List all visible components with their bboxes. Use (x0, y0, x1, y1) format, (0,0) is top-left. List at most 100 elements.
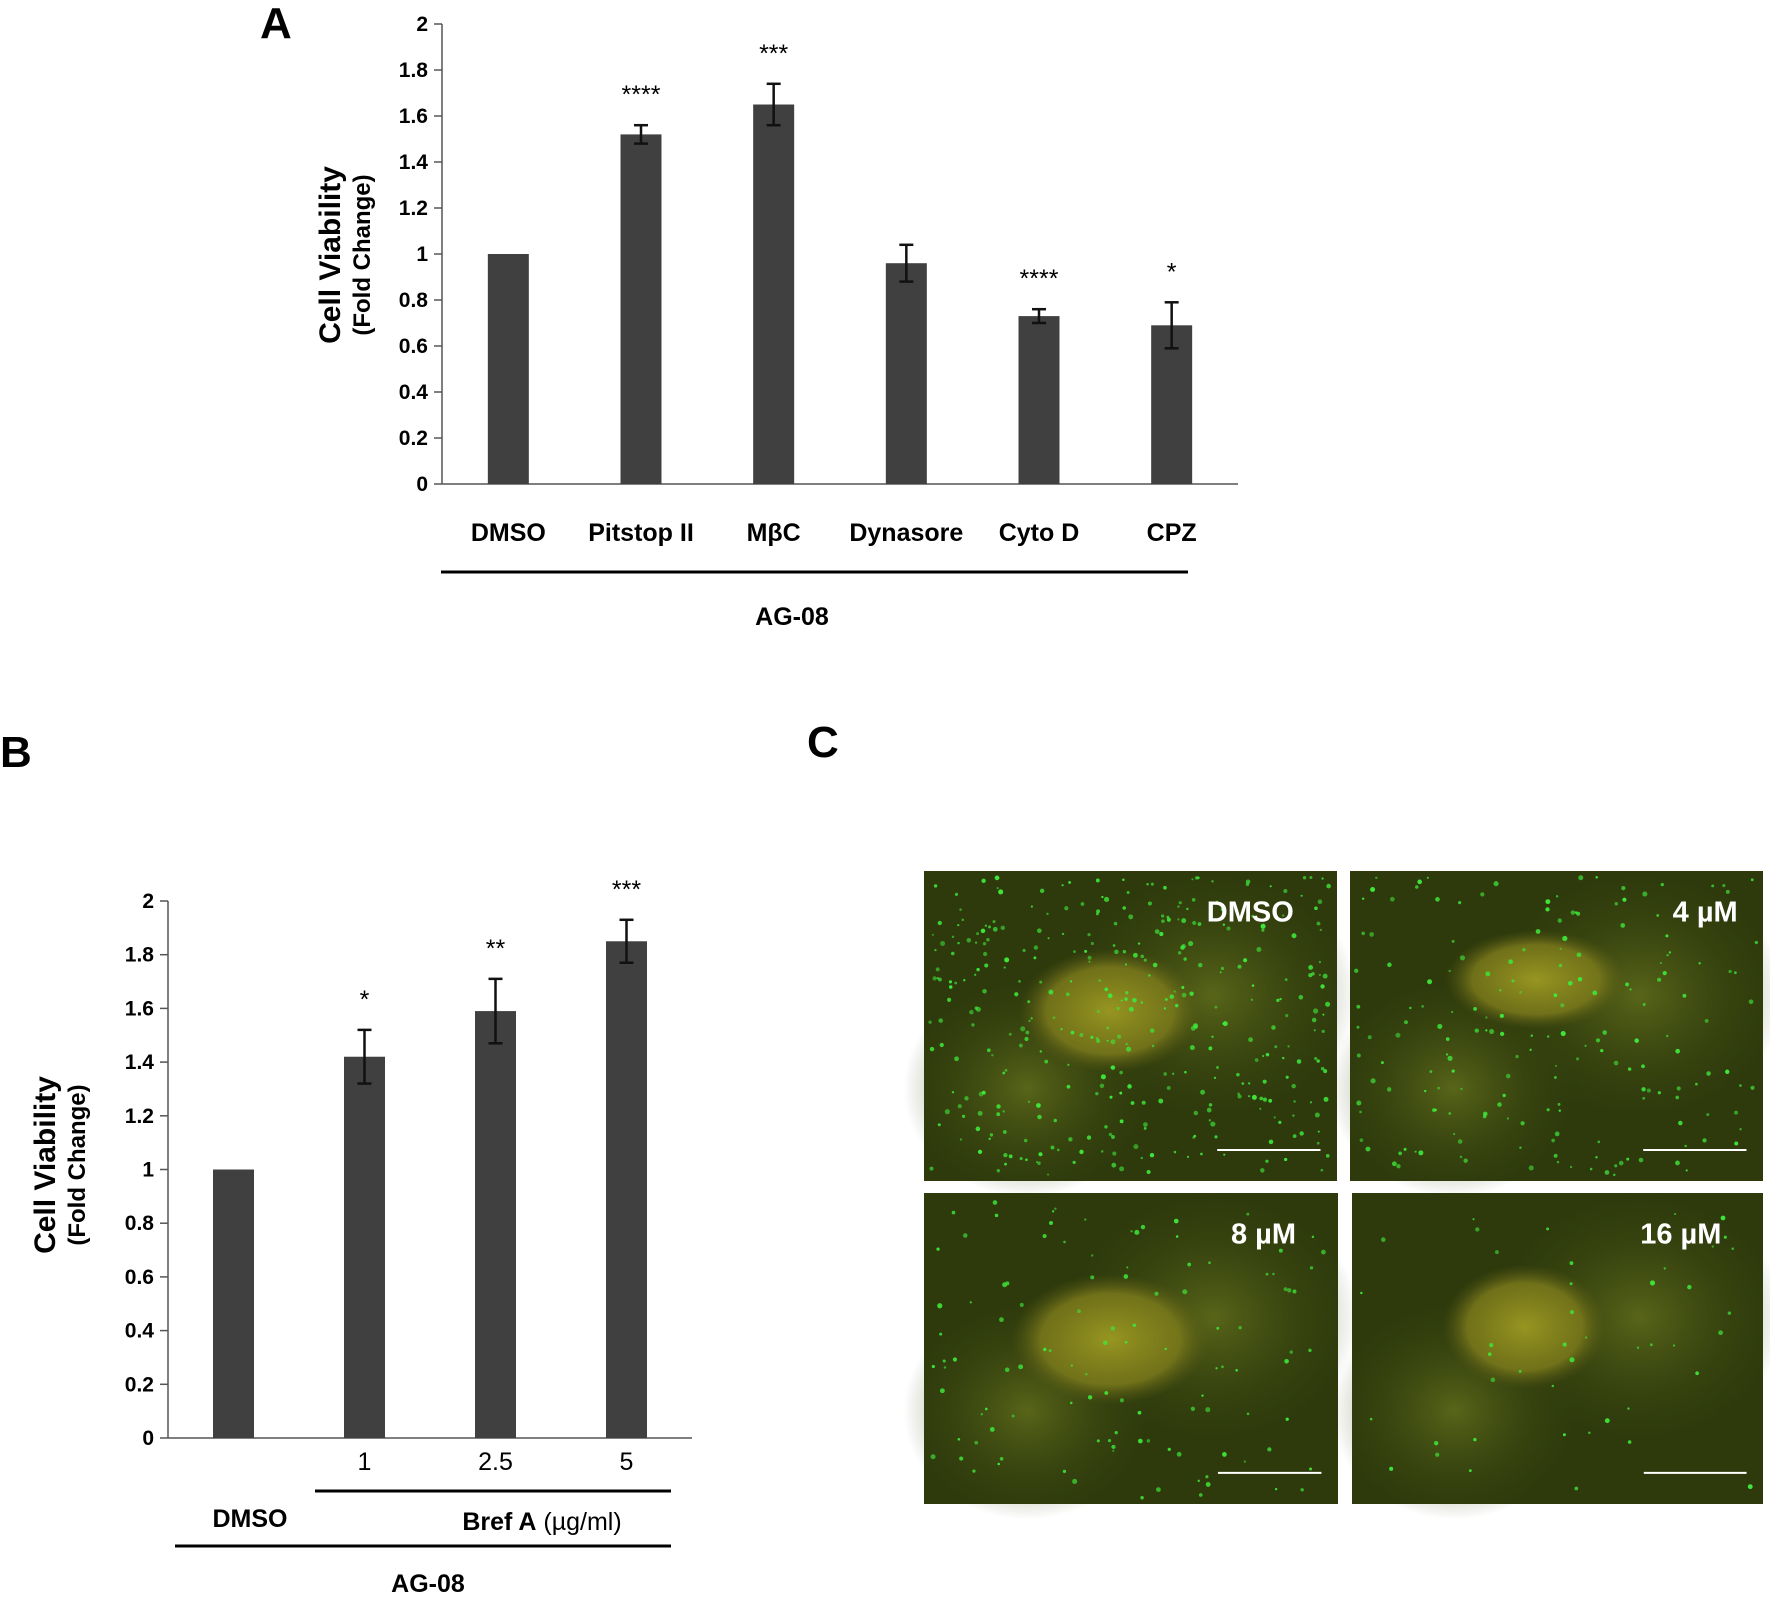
fluorescent-punctum (1554, 1076, 1557, 1079)
fluorescent-punctum (1490, 1377, 1496, 1383)
fluorescent-punctum (1663, 1267, 1666, 1270)
fluorescent-punctum (1497, 1102, 1502, 1107)
fluorescent-punctum (1314, 906, 1318, 911)
micrograph-1: DMSO (903, 871, 1358, 1197)
fluorescent-punctum (1403, 1147, 1407, 1151)
fluorescent-punctum (976, 932, 980, 936)
fluorescent-punctum (1049, 1220, 1054, 1225)
fluorescent-punctum (1604, 1418, 1610, 1424)
fluorescent-punctum (1313, 1029, 1316, 1032)
micrograph-label: DMSO (1207, 896, 1294, 928)
fluorescent-punctum (1072, 1478, 1078, 1484)
fluorescent-punctum (1042, 1233, 1047, 1239)
fluorescent-punctum (1077, 1309, 1081, 1314)
fluorescent-punctum (1175, 1235, 1179, 1238)
fluorescent-punctum (1604, 1170, 1610, 1175)
fluorescent-punctum (1391, 1161, 1397, 1167)
fluorescent-punctum (1066, 1084, 1071, 1089)
fluorescent-punctum (1120, 999, 1123, 1002)
fluorescent-punctum (1292, 1289, 1297, 1294)
fluorescent-punctum (1243, 958, 1248, 963)
fluorescent-punctum (1000, 925, 1006, 931)
panel-b-ytick-label: 2 (142, 890, 154, 913)
fluorescent-punctum (964, 1096, 969, 1101)
fluorescent-punctum (1435, 897, 1440, 902)
fluorescent-punctum (1220, 907, 1226, 912)
fluorescent-punctum (1614, 1164, 1618, 1168)
fluorescent-punctum (1048, 1349, 1052, 1353)
panel-a-significance: **** (622, 81, 661, 109)
fluorescent-punctum (1320, 1066, 1325, 1071)
fluorescent-punctum (1433, 1440, 1439, 1446)
fluorescent-punctum (1562, 1433, 1566, 1437)
fluorescent-punctum (1733, 971, 1737, 975)
fluorescent-punctum (1095, 1037, 1099, 1040)
fluorescent-punctum (996, 887, 999, 890)
fluorescent-punctum (1222, 1021, 1228, 1027)
panel-b-bar (606, 941, 647, 1438)
fluorescent-punctum (1096, 1038, 1101, 1044)
fluorescent-punctum (1124, 997, 1128, 1001)
fluorescent-punctum (1489, 1342, 1494, 1348)
fluorescent-punctum (1560, 1003, 1565, 1008)
fluorescent-punctum (1485, 971, 1491, 977)
fluorescent-punctum (1241, 1082, 1245, 1085)
fluorescent-punctum (1578, 875, 1584, 881)
fluorescent-punctum (933, 884, 938, 888)
fluorescent-punctum (1056, 1148, 1060, 1152)
fluorescent-punctum (969, 1301, 972, 1304)
fluorescent-punctum (1728, 969, 1732, 974)
fluorescent-punctum (1309, 1101, 1313, 1104)
fluorescent-punctum (1316, 1141, 1320, 1145)
fluorescent-punctum (1079, 1149, 1084, 1155)
fluorescent-punctum (1111, 1135, 1115, 1139)
fluorescent-punctum (1502, 1093, 1506, 1098)
fluorescent-punctum (1675, 1048, 1681, 1054)
fluorescent-punctum (1159, 931, 1164, 937)
fluorescent-punctum (1099, 1083, 1105, 1089)
fluorescent-punctum (1158, 1098, 1164, 1104)
nucleus (1018, 948, 1201, 1073)
fluorescent-punctum (950, 951, 955, 956)
fluorescent-punctum (929, 1046, 935, 1052)
fluorescent-punctum (1468, 1469, 1472, 1473)
fluorescent-punctum (1424, 1089, 1427, 1093)
fluorescent-punctum (1112, 1449, 1115, 1452)
fluorescent-punctum (1457, 1139, 1463, 1144)
fluorescent-punctum (963, 978, 966, 982)
fluorescent-punctum (1309, 876, 1313, 880)
fluorescent-punctum (1318, 973, 1321, 977)
fluorescent-punctum (1043, 1347, 1047, 1352)
fluorescent-punctum (1154, 1291, 1159, 1296)
panel-a-bar (753, 104, 795, 484)
fluorescent-punctum (974, 1006, 979, 1010)
fluorescent-punctum (931, 1364, 935, 1369)
fluorescent-punctum (1482, 1111, 1488, 1117)
nucleus (1442, 1264, 1607, 1389)
fluorescent-punctum (1140, 1224, 1146, 1230)
fluorescent-punctum (1198, 962, 1203, 968)
fluorescent-punctum (1174, 1003, 1179, 1008)
fluorescent-punctum (1122, 878, 1125, 882)
fluorescent-punctum (1186, 907, 1189, 911)
fluorescent-punctum (1529, 1048, 1532, 1051)
fluorescent-punctum (1033, 945, 1039, 950)
fluorescent-punctum (1173, 1150, 1177, 1154)
fluorescent-punctum (1200, 1152, 1203, 1156)
fluorescent-punctum (1095, 878, 1100, 883)
fluorescent-punctum (1177, 918, 1180, 921)
fluorescent-punctum (1666, 953, 1669, 957)
fluorescent-punctum (1284, 1157, 1288, 1162)
fluorescent-punctum (1518, 1369, 1522, 1373)
fluorescent-punctum (1403, 1020, 1408, 1025)
fluorescent-punctum (1070, 1030, 1075, 1035)
fluorescent-punctum (1725, 1069, 1730, 1074)
fluorescent-punctum (1272, 1272, 1275, 1276)
fluorescent-punctum (1137, 942, 1141, 945)
fluorescent-punctum (1090, 1254, 1094, 1257)
fluorescent-punctum (1004, 957, 1010, 963)
fluorescent-punctum (1188, 940, 1194, 947)
fluorescent-punctum (1214, 1005, 1218, 1009)
fluorescent-punctum (961, 918, 964, 922)
fluorescent-punctum (1389, 896, 1395, 902)
